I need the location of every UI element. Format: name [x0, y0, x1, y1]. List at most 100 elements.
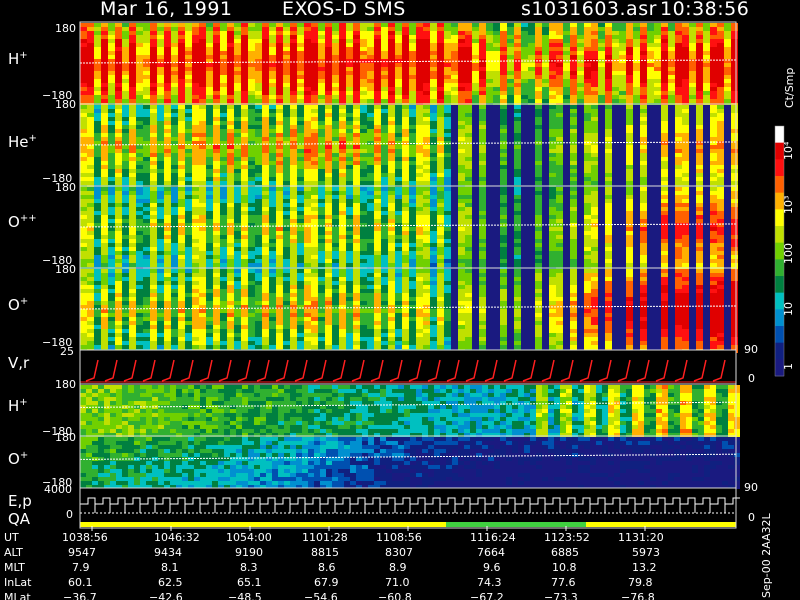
heatmap-cell — [199, 71, 206, 75]
heatmap-cell — [388, 109, 395, 113]
heatmap-cell — [311, 247, 318, 251]
heatmap-cell — [367, 219, 374, 223]
heatmap-cell — [164, 227, 171, 231]
heatmap-cell — [367, 67, 374, 71]
heatmap-cell — [199, 79, 206, 83]
heatmap-cell — [234, 67, 241, 71]
heatmap-cell — [199, 35, 206, 39]
heatmap-cell — [80, 259, 87, 263]
heatmap-cell — [108, 239, 115, 243]
heatmap-cell — [269, 39, 276, 43]
heatmap-cell — [381, 227, 388, 231]
heatmap-cell — [451, 113, 458, 117]
heatmap-cell — [381, 105, 388, 109]
heatmap-cell — [458, 161, 465, 165]
heatmap-cell — [696, 91, 703, 95]
heatmap-cell — [192, 87, 199, 91]
heatmap-cell — [87, 129, 94, 133]
heatmap-cell — [416, 199, 423, 203]
heatmap-cell — [570, 149, 577, 153]
heatmap-cell — [731, 113, 738, 117]
heatmap-cell — [255, 235, 262, 239]
heatmap-cell — [409, 51, 416, 55]
heatmap-cell — [255, 247, 262, 251]
heatmap-cell — [451, 141, 458, 145]
heatmap-cell — [150, 27, 157, 31]
heatmap-cell — [402, 43, 409, 47]
heatmap-cell — [612, 23, 619, 27]
heatmap-cell — [150, 47, 157, 51]
heatmap-cell — [528, 67, 535, 71]
heatmap-cell — [318, 91, 325, 95]
heatmap-cell — [479, 173, 486, 177]
heatmap-cell — [346, 113, 353, 117]
heatmap-cell — [248, 177, 255, 181]
heatmap-cell — [115, 215, 122, 219]
heatmap-cell — [619, 67, 626, 71]
heatmap-cell — [542, 27, 549, 31]
heatmap-cell — [444, 153, 451, 157]
heatmap-cell — [157, 235, 164, 239]
heatmap-cell — [220, 75, 227, 79]
heatmap-cell — [703, 113, 710, 117]
heatmap-cell — [717, 133, 724, 137]
heatmap-cell — [696, 99, 703, 103]
heatmap-cell — [87, 247, 94, 251]
heatmap-cell — [605, 87, 612, 91]
heatmap-cell — [234, 161, 241, 165]
heatmap-cell — [297, 255, 304, 259]
heatmap-cell — [325, 83, 332, 87]
heatmap-cell — [521, 149, 528, 153]
heatmap-cell — [360, 235, 367, 239]
heatmap-cell — [724, 23, 731, 27]
heatmap-cell — [108, 55, 115, 59]
heatmap-cell — [542, 39, 549, 43]
heatmap-cell — [346, 247, 353, 251]
heatmap-cell — [423, 215, 430, 219]
heatmap-cell — [451, 177, 458, 181]
heatmap-cell — [143, 157, 150, 161]
heatmap-cell — [605, 47, 612, 51]
heatmap-cell — [332, 177, 339, 181]
heatmap-cell — [514, 51, 521, 55]
heatmap-cell — [192, 207, 199, 211]
heatmap-cell — [528, 125, 535, 129]
heatmap-cell — [661, 43, 668, 47]
heatmap-cell — [332, 231, 339, 235]
heatmap-cell — [220, 113, 227, 117]
heatmap-cell — [325, 67, 332, 71]
heatmap-cell — [164, 113, 171, 117]
heatmap-cell — [479, 63, 486, 67]
heatmap-cell — [101, 243, 108, 247]
heatmap-cell — [682, 35, 689, 39]
heatmap-cell — [717, 121, 724, 125]
heatmap-cell — [290, 95, 297, 99]
heatmap-cell — [248, 255, 255, 259]
heatmap-cell — [318, 47, 325, 51]
heatmap-cell — [626, 23, 633, 27]
heatmap-cell — [136, 181, 143, 185]
heatmap-cell — [381, 145, 388, 149]
heatmap-cell — [360, 105, 367, 109]
heatmap-cell — [311, 113, 318, 117]
heatmap-cell — [276, 91, 283, 95]
heatmap-cell — [626, 169, 633, 173]
heatmap-cell — [304, 177, 311, 181]
heatmap-cell — [402, 31, 409, 35]
heatmap-cell — [150, 199, 157, 203]
heatmap-cell — [325, 165, 332, 169]
heatmap-cell — [647, 51, 654, 55]
heatmap-cell — [311, 47, 318, 51]
heatmap-cell — [430, 47, 437, 51]
heatmap-cell — [479, 47, 486, 51]
heatmap-cell — [402, 99, 409, 103]
heatmap-cell — [458, 117, 465, 121]
heatmap-cell — [654, 23, 661, 27]
heatmap-cell — [325, 145, 332, 149]
heatmap-cell — [486, 165, 493, 169]
heatmap-cell — [381, 87, 388, 91]
heatmap-cell — [598, 99, 605, 103]
heatmap-cell — [703, 137, 710, 141]
heatmap-cell — [255, 161, 262, 165]
heatmap-cell — [682, 51, 689, 55]
